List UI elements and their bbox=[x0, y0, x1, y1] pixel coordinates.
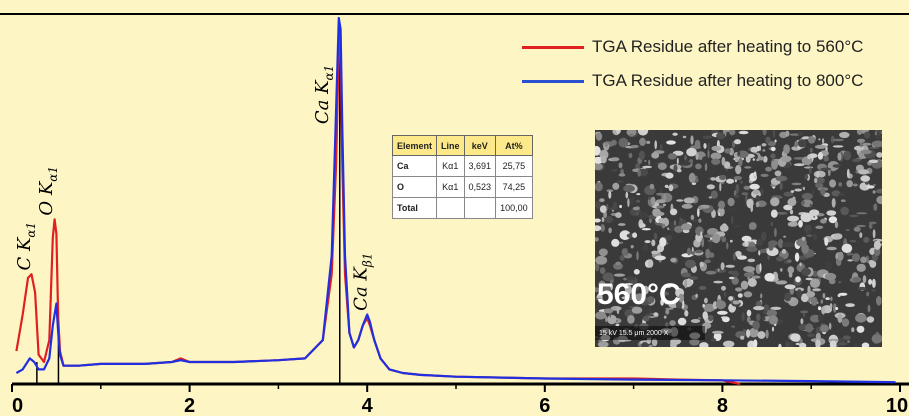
series-group bbox=[15, 16, 896, 386]
eds-cell: O bbox=[391, 176, 438, 198]
table-row: Ca Kα1 3,691 25,75 bbox=[391, 155, 533, 177]
eds-header-at: At% bbox=[495, 135, 533, 156]
x-tick-label: 6 bbox=[539, 395, 550, 416]
peak-annotation: Ca Kβ1 bbox=[350, 253, 374, 311]
eds-cell: 0,523 bbox=[463, 176, 497, 198]
eds-cell: 3,691 bbox=[463, 155, 497, 177]
eds-header-kev: keV bbox=[463, 135, 497, 156]
x-ticks: 0 2 4 6 8 10 bbox=[11, 384, 908, 416]
eds-header-row: Element Line keV At% bbox=[391, 135, 533, 156]
eds-table: Element Line keV At% Ca Kα1 3,691 25,75 … bbox=[391, 135, 533, 219]
x-tick-label: 0 bbox=[12, 395, 23, 416]
eds-cell: Ca bbox=[391, 155, 438, 177]
eds-cell: Kα1 bbox=[436, 155, 465, 177]
sem-scale-bar: 15 kV 15.5 μm 2000 X bbox=[599, 330, 669, 337]
sem-micrograph: 560°C 15 kV 15.5 μm 2000 X bbox=[595, 130, 882, 347]
peak-markers bbox=[36, 32, 341, 384]
x-tick-label: 8 bbox=[717, 395, 728, 416]
eds-cell: 74,25 bbox=[495, 176, 533, 198]
table-row: Total 100,00 bbox=[391, 197, 533, 219]
eds-header-line: Line bbox=[436, 135, 465, 156]
eds-cell bbox=[436, 197, 465, 219]
peak-annotation: C Kα1 bbox=[14, 222, 38, 271]
eds-cell: 25,75 bbox=[495, 155, 533, 177]
x-tick-label: 2 bbox=[184, 395, 195, 416]
eds-cell bbox=[463, 197, 497, 219]
legend: TGA Residue after heating to 560°C TGA R… bbox=[522, 30, 907, 98]
eds-cell: Kα1 bbox=[436, 176, 465, 198]
series-line-1 bbox=[15, 16, 896, 384]
legend-swatch-800 bbox=[522, 79, 584, 83]
peak-annotation: O Kα1 bbox=[36, 166, 60, 216]
eds-cell: Total bbox=[391, 197, 438, 219]
legend-swatch-560 bbox=[522, 45, 584, 49]
legend-label-800: TGA Residue after heating to 800°C bbox=[592, 71, 864, 90]
peak-annotation: Ca Kα1 bbox=[312, 65, 336, 124]
sem-temperature-label: 560°C bbox=[597, 278, 681, 311]
legend-entry-800: TGA Residue after heating to 800°C bbox=[522, 64, 907, 98]
peak-annotations: C Kα1 O Kα1 Ca Kα1 Ca Kβ1 bbox=[14, 65, 375, 311]
x-tick-label: 4 bbox=[362, 395, 374, 416]
sem-texture bbox=[595, 130, 882, 347]
eds-header-element: Element bbox=[391, 135, 438, 156]
legend-label-560: TGA Residue after heating to 560°C bbox=[592, 37, 864, 56]
eds-cell: 100,00 bbox=[495, 197, 533, 219]
table-row: O Kα1 0,523 74,25 bbox=[391, 176, 533, 198]
x-tick-label: 10 bbox=[886, 395, 908, 416]
legend-entry-560: TGA Residue after heating to 560°C bbox=[522, 30, 907, 64]
